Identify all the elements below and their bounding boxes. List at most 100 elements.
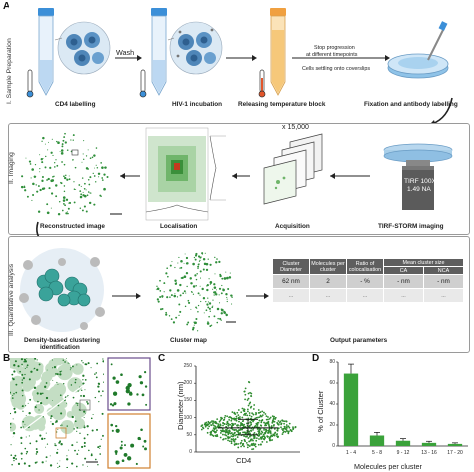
chart-c-point bbox=[269, 436, 271, 439]
chart-c-point bbox=[255, 422, 258, 425]
chart-c-point bbox=[260, 430, 263, 433]
chart-c-point bbox=[227, 437, 230, 440]
chart-c-point bbox=[246, 443, 249, 446]
chart-c-point bbox=[243, 390, 246, 393]
chart-c-point bbox=[265, 422, 267, 424]
chart-c-point bbox=[250, 418, 253, 421]
chart-c-point bbox=[257, 411, 260, 414]
chart-c-point bbox=[222, 429, 224, 432]
cell-nca: - nm bbox=[422, 274, 465, 289]
chart-c-point bbox=[222, 433, 224, 436]
chart-c-point bbox=[224, 415, 227, 417]
chart-c-point bbox=[244, 387, 247, 390]
chart-c-point bbox=[256, 421, 259, 424]
chart-c-point bbox=[255, 411, 257, 414]
chart-c-point bbox=[247, 392, 250, 395]
chart-c-point bbox=[233, 418, 236, 421]
chart-c-point bbox=[239, 424, 242, 427]
chart-c-point bbox=[249, 439, 252, 442]
chart-c-point bbox=[252, 420, 254, 423]
chart-c-point bbox=[277, 423, 279, 426]
chart-c-point bbox=[227, 433, 230, 436]
chart-c-point bbox=[292, 426, 294, 429]
chart-c-point bbox=[241, 416, 244, 419]
chart-c-point bbox=[243, 426, 246, 429]
chart-c-point bbox=[253, 404, 256, 406]
chart-c-point bbox=[284, 428, 287, 430]
chart-c-point bbox=[205, 424, 207, 427]
chart-c-point bbox=[264, 437, 266, 439]
chart-c-point bbox=[223, 438, 225, 440]
chart-c-point bbox=[248, 445, 251, 448]
chart-c-point bbox=[259, 443, 262, 446]
chart-c-point bbox=[268, 437, 271, 440]
chart-c-point bbox=[210, 424, 213, 427]
chart-c-point bbox=[208, 425, 211, 428]
chart-c-point bbox=[270, 426, 273, 429]
chart-c-point bbox=[254, 425, 256, 428]
chart-c-point bbox=[264, 413, 267, 415]
chart-c-point bbox=[267, 431, 270, 434]
chart-c-point bbox=[227, 424, 230, 427]
chart-c-point bbox=[246, 399, 249, 401]
chart-c-point bbox=[292, 427, 295, 430]
chart-c-point bbox=[235, 419, 238, 422]
chart-c-point bbox=[231, 422, 233, 425]
chart-c-point bbox=[258, 430, 261, 433]
chart-c-point bbox=[236, 436, 239, 438]
label-acquisition: Acquisition bbox=[275, 223, 310, 230]
chart-c-point bbox=[233, 411, 236, 414]
label-frames: x 15,000 bbox=[282, 124, 309, 131]
chart-c-point bbox=[230, 425, 233, 428]
chart-c-point bbox=[240, 439, 243, 442]
chart-c-point bbox=[264, 432, 267, 435]
chart-c-point bbox=[273, 432, 276, 435]
chart-c-point bbox=[236, 430, 239, 433]
chart-c-point bbox=[259, 411, 262, 414]
chart-c-point bbox=[228, 429, 231, 432]
th-ratio: Ratio of colocalisation bbox=[346, 258, 384, 275]
chart-c-point bbox=[250, 395, 253, 398]
chart-c-point bbox=[243, 427, 246, 429]
section-imaging bbox=[8, 123, 470, 235]
chart-c-point bbox=[239, 424, 242, 427]
th-ca: CA bbox=[383, 266, 424, 275]
chart-c-point bbox=[207, 427, 209, 430]
chart-c-point bbox=[257, 409, 260, 411]
chart-c-point bbox=[268, 439, 271, 442]
chart-c-point bbox=[234, 434, 236, 437]
chart-c-point bbox=[250, 427, 253, 430]
cell-r2-2: ... bbox=[309, 288, 347, 303]
chart-c-point bbox=[210, 424, 212, 426]
chart-c-point bbox=[259, 433, 262, 435]
chart-c-point bbox=[241, 423, 244, 425]
chart-c-point bbox=[265, 415, 268, 417]
chart-c-point bbox=[233, 429, 236, 431]
chart-c-point bbox=[252, 418, 255, 421]
chart-c-point bbox=[285, 426, 288, 429]
chart-c-point bbox=[214, 420, 217, 423]
chart-c-point bbox=[233, 432, 236, 435]
chart-c-point bbox=[218, 425, 221, 428]
chart-c-point bbox=[258, 426, 260, 429]
chart-c-point bbox=[260, 415, 262, 418]
chart-c-point bbox=[266, 436, 269, 438]
chart-c-point bbox=[225, 430, 228, 433]
chart-c-point bbox=[268, 428, 271, 431]
chart-c-point bbox=[257, 427, 259, 430]
chart-c-point bbox=[251, 426, 254, 429]
objective-line2: 1.49 NA bbox=[407, 186, 431, 193]
chart-c-point bbox=[239, 416, 241, 418]
chart-c-point bbox=[212, 420, 215, 423]
chart-c-point bbox=[288, 422, 291, 425]
chart-c-point bbox=[250, 423, 253, 426]
chart-d-xtick-3: 13 - 16 bbox=[421, 450, 437, 456]
chart-c-point bbox=[242, 409, 245, 412]
chart-c-point bbox=[243, 408, 245, 411]
chart-c-point bbox=[230, 438, 233, 441]
chart-c-point bbox=[267, 423, 270, 426]
chart-c-point bbox=[261, 436, 263, 439]
chart-c-point bbox=[250, 422, 252, 424]
chart-c-point bbox=[228, 436, 231, 439]
chart-c-point bbox=[257, 416, 259, 419]
